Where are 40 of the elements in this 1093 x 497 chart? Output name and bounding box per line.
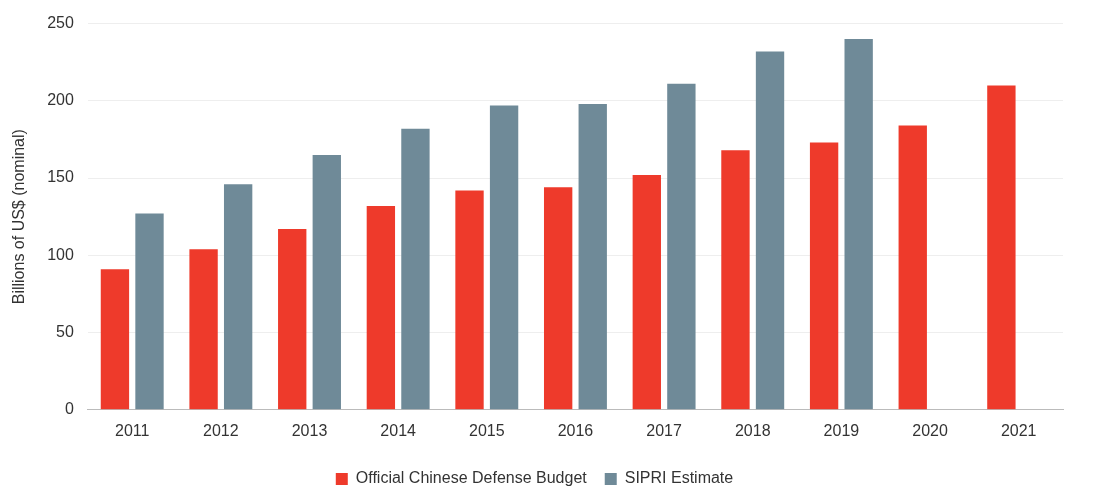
bar bbox=[898, 125, 927, 410]
x-tick-label: 2018 bbox=[734, 421, 771, 439]
x-tick-label: 2019 bbox=[823, 421, 860, 439]
bar bbox=[667, 83, 696, 410]
bar bbox=[189, 249, 218, 410]
x-tick-label: 2013 bbox=[291, 421, 328, 439]
x-tick-label: 2017 bbox=[646, 421, 682, 439]
bar bbox=[100, 269, 130, 410]
bar bbox=[312, 154, 341, 410]
x-tick-label: 2021 bbox=[1000, 421, 1037, 439]
x-tick-label: 2012 bbox=[203, 421, 239, 439]
y-tick-label: 0 bbox=[64, 400, 74, 418]
x-tick-label: 2020 bbox=[912, 421, 948, 439]
bar bbox=[721, 150, 750, 410]
bar bbox=[632, 174, 661, 410]
y-axis-title: Billions of US$ (nominal) bbox=[10, 129, 28, 305]
y-tick-label: 200 bbox=[47, 91, 74, 109]
bar bbox=[135, 213, 164, 410]
y-tick-label: 250 bbox=[47, 14, 74, 32]
bar bbox=[278, 229, 307, 410]
bar bbox=[844, 39, 873, 410]
y-tick-label: 50 bbox=[56, 322, 74, 340]
bar bbox=[987, 85, 1016, 410]
bar bbox=[489, 105, 519, 410]
x-tick-label: 2016 bbox=[557, 421, 594, 439]
x-tick-label: 2015 bbox=[469, 421, 505, 439]
bar bbox=[223, 184, 253, 410]
bar bbox=[755, 51, 785, 410]
y-tick-label: 100 bbox=[47, 245, 74, 263]
bar bbox=[578, 103, 607, 410]
bar bbox=[401, 128, 430, 410]
legend-label: Official Chinese Defense Budget bbox=[355, 469, 588, 487]
bar bbox=[455, 190, 484, 410]
bar bbox=[809, 142, 839, 410]
bar bbox=[366, 205, 396, 410]
y-tick-label: 150 bbox=[47, 168, 74, 186]
legend-label: SIPRI Estimate bbox=[624, 469, 734, 487]
x-tick-label: 2014 bbox=[380, 421, 417, 439]
bar bbox=[543, 187, 573, 410]
x-tick-label: 2011 bbox=[115, 421, 150, 439]
